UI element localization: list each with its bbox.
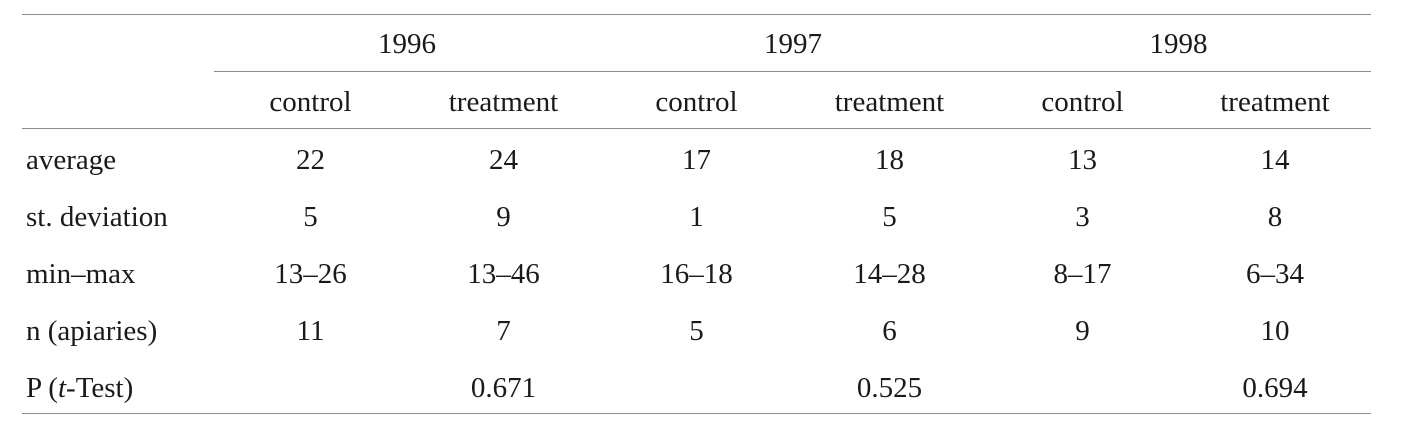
table-cell: 5 — [882, 201, 897, 233]
table-cell: 10 — [1260, 315, 1290, 347]
table-cell: 14 — [1260, 144, 1290, 176]
table-cell: 17 — [682, 144, 711, 176]
row-label-min-max: min–max — [26, 258, 136, 290]
p-ttest-label-italic: t — [57, 372, 67, 404]
row-label-average: average — [26, 144, 117, 176]
p-value-1996: 0.671 — [470, 372, 537, 404]
table-cell: 13–46 — [467, 258, 540, 290]
row-label-st-deviation: st. deviation — [26, 201, 168, 233]
p-value-1997: 0.525 — [856, 372, 923, 404]
table-cell: 6–34 — [1246, 258, 1304, 290]
table-cell: 9 — [1075, 315, 1090, 347]
table-cell: 24 — [489, 144, 518, 176]
year-header-1996: 1996 — [378, 28, 436, 60]
group-header-rule — [22, 128, 1371, 129]
table-cell: 3 — [1075, 201, 1090, 233]
year-header-1998: 1998 — [1149, 28, 1208, 60]
row-label-p-ttest: P (t-Test) — [26, 368, 214, 408]
table-cell: 22 — [296, 144, 325, 176]
bottom-rule — [22, 413, 1371, 414]
p-ttest-label-prefix: P ( — [26, 372, 58, 404]
group-header-1998-treatment: treatment — [1220, 86, 1330, 118]
p-value-1998: 0.694 — [1242, 372, 1308, 404]
table-cell: 14–28 — [853, 258, 926, 290]
table-cell: 9 — [496, 201, 511, 233]
group-header-1997-treatment: treatment — [834, 86, 945, 118]
row-label-n-apiaries: n (apiaries) — [26, 315, 158, 347]
table-cell: 11 — [296, 315, 325, 347]
year-header-1997: 1997 — [764, 28, 822, 60]
group-header-1996-control: control — [269, 86, 352, 118]
group-header-1998-control: control — [1041, 86, 1124, 118]
year-header-rule — [214, 71, 1371, 72]
table-cell: 1 — [689, 201, 704, 233]
table-cell: 6 — [882, 315, 897, 347]
group-header-1997-control: control — [655, 86, 738, 118]
table-cell: 16–18 — [660, 258, 733, 290]
table-cell: 7 — [496, 315, 511, 347]
table-cell: 8–17 — [1053, 258, 1112, 290]
group-header-1996-treatment: treatment — [448, 86, 559, 118]
table-cell: 5 — [689, 315, 704, 347]
table-cell: 13 — [1068, 144, 1097, 176]
table-cell: 18 — [875, 144, 904, 176]
p-ttest-label-suffix: -Test) — [66, 372, 134, 404]
table-cell: 8 — [1267, 201, 1283, 233]
table-cell: 5 — [303, 201, 318, 233]
table-cell: 13–26 — [274, 258, 347, 290]
top-rule — [22, 14, 1371, 15]
